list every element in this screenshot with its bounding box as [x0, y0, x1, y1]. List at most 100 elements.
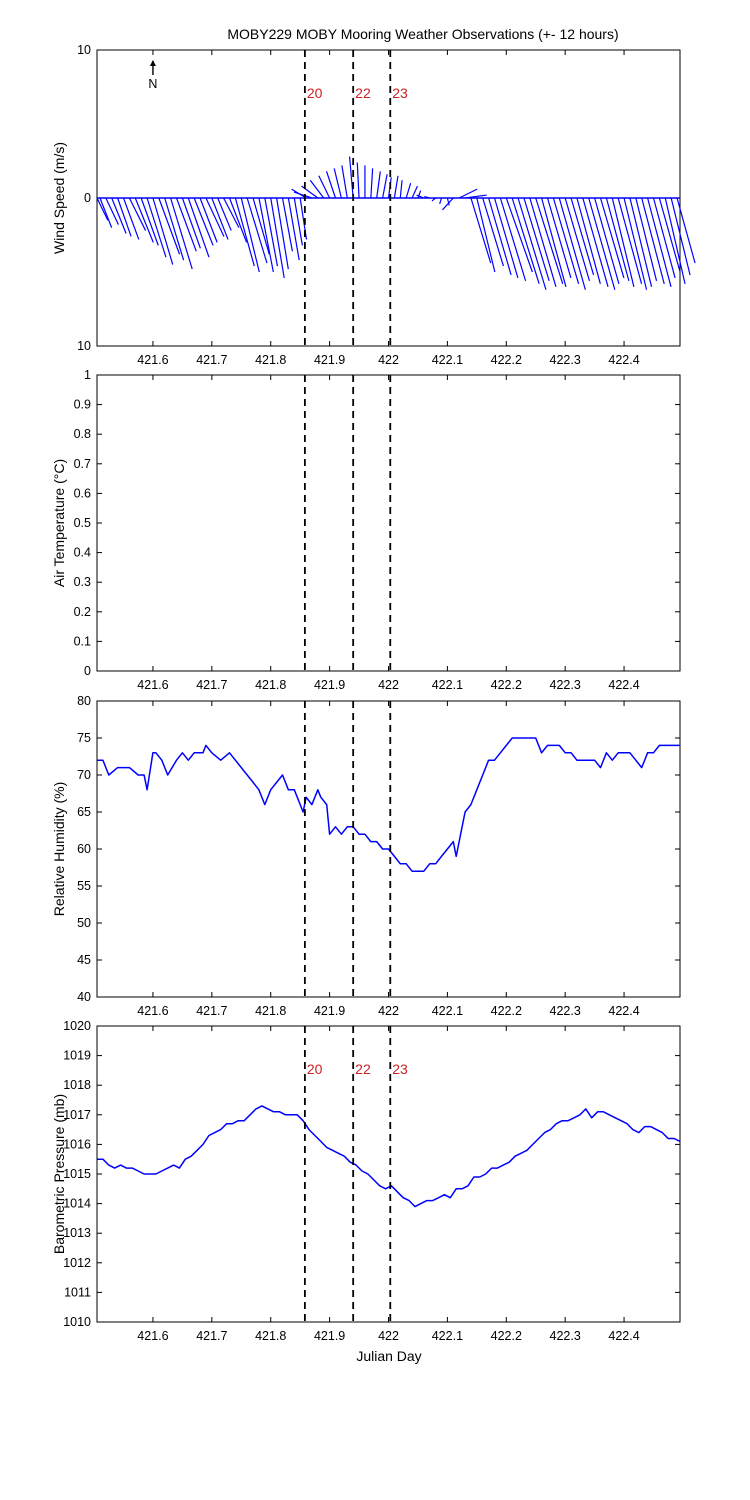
- wind-stick: [187, 197, 210, 258]
- wind-stick: [594, 197, 620, 285]
- wind-stick: [146, 197, 167, 258]
- x-tick-label: 422.4: [608, 678, 639, 692]
- wind-stick: [588, 197, 616, 290]
- x-tick-label: 422.1: [432, 1329, 463, 1343]
- x-tick-label: 421.6: [137, 1004, 168, 1018]
- y-tick-label: 10: [77, 339, 91, 353]
- wind-stick: [676, 197, 696, 264]
- y-tick-label: 70: [77, 768, 91, 782]
- wind-stick: [576, 197, 601, 284]
- wind-stick: [529, 197, 557, 287]
- y-tick-label: 1013: [63, 1226, 91, 1240]
- wind-stick: [393, 175, 399, 199]
- x-tick-label: 422.3: [550, 678, 581, 692]
- wind-stick: [599, 197, 625, 279]
- x-tick-label: 421.7: [196, 353, 227, 367]
- x-tick-label: 421.7: [196, 1004, 227, 1018]
- wind-stick: [152, 197, 174, 265]
- x-tick-label: 422.3: [550, 353, 581, 367]
- x-tick-label: 422.3: [550, 1329, 581, 1343]
- wind-stick: [570, 197, 595, 276]
- y-tick-label: 1010: [63, 1315, 91, 1329]
- wind-stick: [523, 197, 550, 282]
- wind-stick: [356, 162, 360, 199]
- x-tick-label: 422: [378, 353, 399, 367]
- y-tick-label: 1012: [63, 1256, 91, 1270]
- y-tick-label: 10: [77, 43, 91, 57]
- y-tick-label: 0.4: [74, 546, 91, 560]
- x-tick-label: 421.9: [314, 353, 345, 367]
- y-tick-label: 0.3: [74, 575, 91, 589]
- y-tick-label: 0.5: [74, 516, 91, 530]
- wind-stick: [258, 197, 274, 273]
- x-tick-label: 422: [378, 1329, 399, 1343]
- air-temperature-panel: 421.6 421.7 421.8 421.9 422 422.1 422.2 422.3 42…: [51, 368, 681, 692]
- wind-speed-panel: 421.6 421.7 421.8 421.9 422 422.1 422.2 422.3 42…: [51, 43, 696, 367]
- y-tick-label: 1014: [63, 1197, 91, 1211]
- wind-stick: [333, 168, 342, 199]
- x-tick-label: 421.7: [196, 678, 227, 692]
- plot-area: [96, 1025, 681, 1323]
- wind-stick: [175, 197, 197, 252]
- x-tick-label: 421.6: [137, 678, 168, 692]
- series-line: [97, 1105, 681, 1208]
- x-tick-label: 421.8: [255, 1004, 286, 1018]
- wind-stick: [264, 197, 279, 267]
- wind-stick: [623, 197, 648, 290]
- wind-stick: [424, 195, 430, 199]
- figure-title: MOBY229 MOBY Mooring Weather Observation…: [227, 26, 618, 42]
- wind-stick: [470, 197, 492, 264]
- wind-stick: [505, 197, 533, 273]
- event-marker-label: 23: [392, 85, 408, 101]
- wind-stick: [511, 197, 540, 285]
- wind-stick: [199, 197, 218, 243]
- wind-stick: [223, 197, 240, 228]
- wind-stick: [629, 197, 653, 287]
- y-tick-label: 0: [84, 664, 91, 678]
- wind-stick: [341, 165, 348, 199]
- wind-stick: [535, 197, 564, 285]
- wind-stick: [647, 197, 672, 287]
- wind-stick: [309, 179, 325, 199]
- wind-stick: [442, 197, 454, 211]
- event-marker-label: 22: [355, 85, 371, 101]
- x-axis-label: Julian Day: [356, 1348, 421, 1364]
- x-tick-label: 422.4: [608, 1004, 639, 1018]
- event-marker-label: 23: [392, 1061, 408, 1077]
- x-tick-label: 421.8: [255, 1329, 286, 1343]
- wind-stick: [411, 185, 419, 199]
- y-tick-label: 0.8: [74, 427, 91, 441]
- y-tick-label: 1: [84, 368, 91, 382]
- wind-stick: [482, 197, 504, 267]
- wind-stick: [217, 197, 232, 231]
- x-tick-label: 422.3: [550, 1004, 581, 1018]
- wind-stick: [228, 197, 248, 243]
- plot-area: [96, 374, 681, 672]
- wind-stick: [293, 191, 313, 199]
- y-axis-label: Wind Speed (m/s): [51, 142, 67, 254]
- y-tick-label: 0.1: [74, 634, 91, 648]
- x-tick-label: 422.1: [432, 678, 463, 692]
- wind-stick: [246, 197, 268, 264]
- x-tick-label: 421.8: [255, 353, 286, 367]
- wind-stick: [664, 197, 686, 284]
- x-tick-label: 421.9: [314, 678, 345, 692]
- wind-stick: [546, 197, 572, 279]
- wind-stick: [117, 197, 132, 237]
- wind-stick: [541, 197, 567, 287]
- wind-stick: [582, 197, 609, 287]
- wind-stick: [464, 194, 487, 199]
- y-tick-label: 1016: [63, 1137, 91, 1151]
- x-tick-label: 421.7: [196, 1329, 227, 1343]
- wind-stick: [270, 197, 285, 279]
- event-marker-label: 20: [307, 85, 323, 101]
- y-tick-label: 65: [77, 805, 91, 819]
- wind-stick: [499, 197, 527, 282]
- wind-stick: [164, 197, 185, 261]
- y-axis-label: Relative Humidity (%): [51, 782, 67, 917]
- wind-stick: [493, 197, 519, 279]
- y-tick-label: 60: [77, 842, 91, 856]
- x-tick-label: 422: [378, 1004, 399, 1018]
- wind-stick: [399, 180, 403, 199]
- wind-stick: [552, 197, 580, 285]
